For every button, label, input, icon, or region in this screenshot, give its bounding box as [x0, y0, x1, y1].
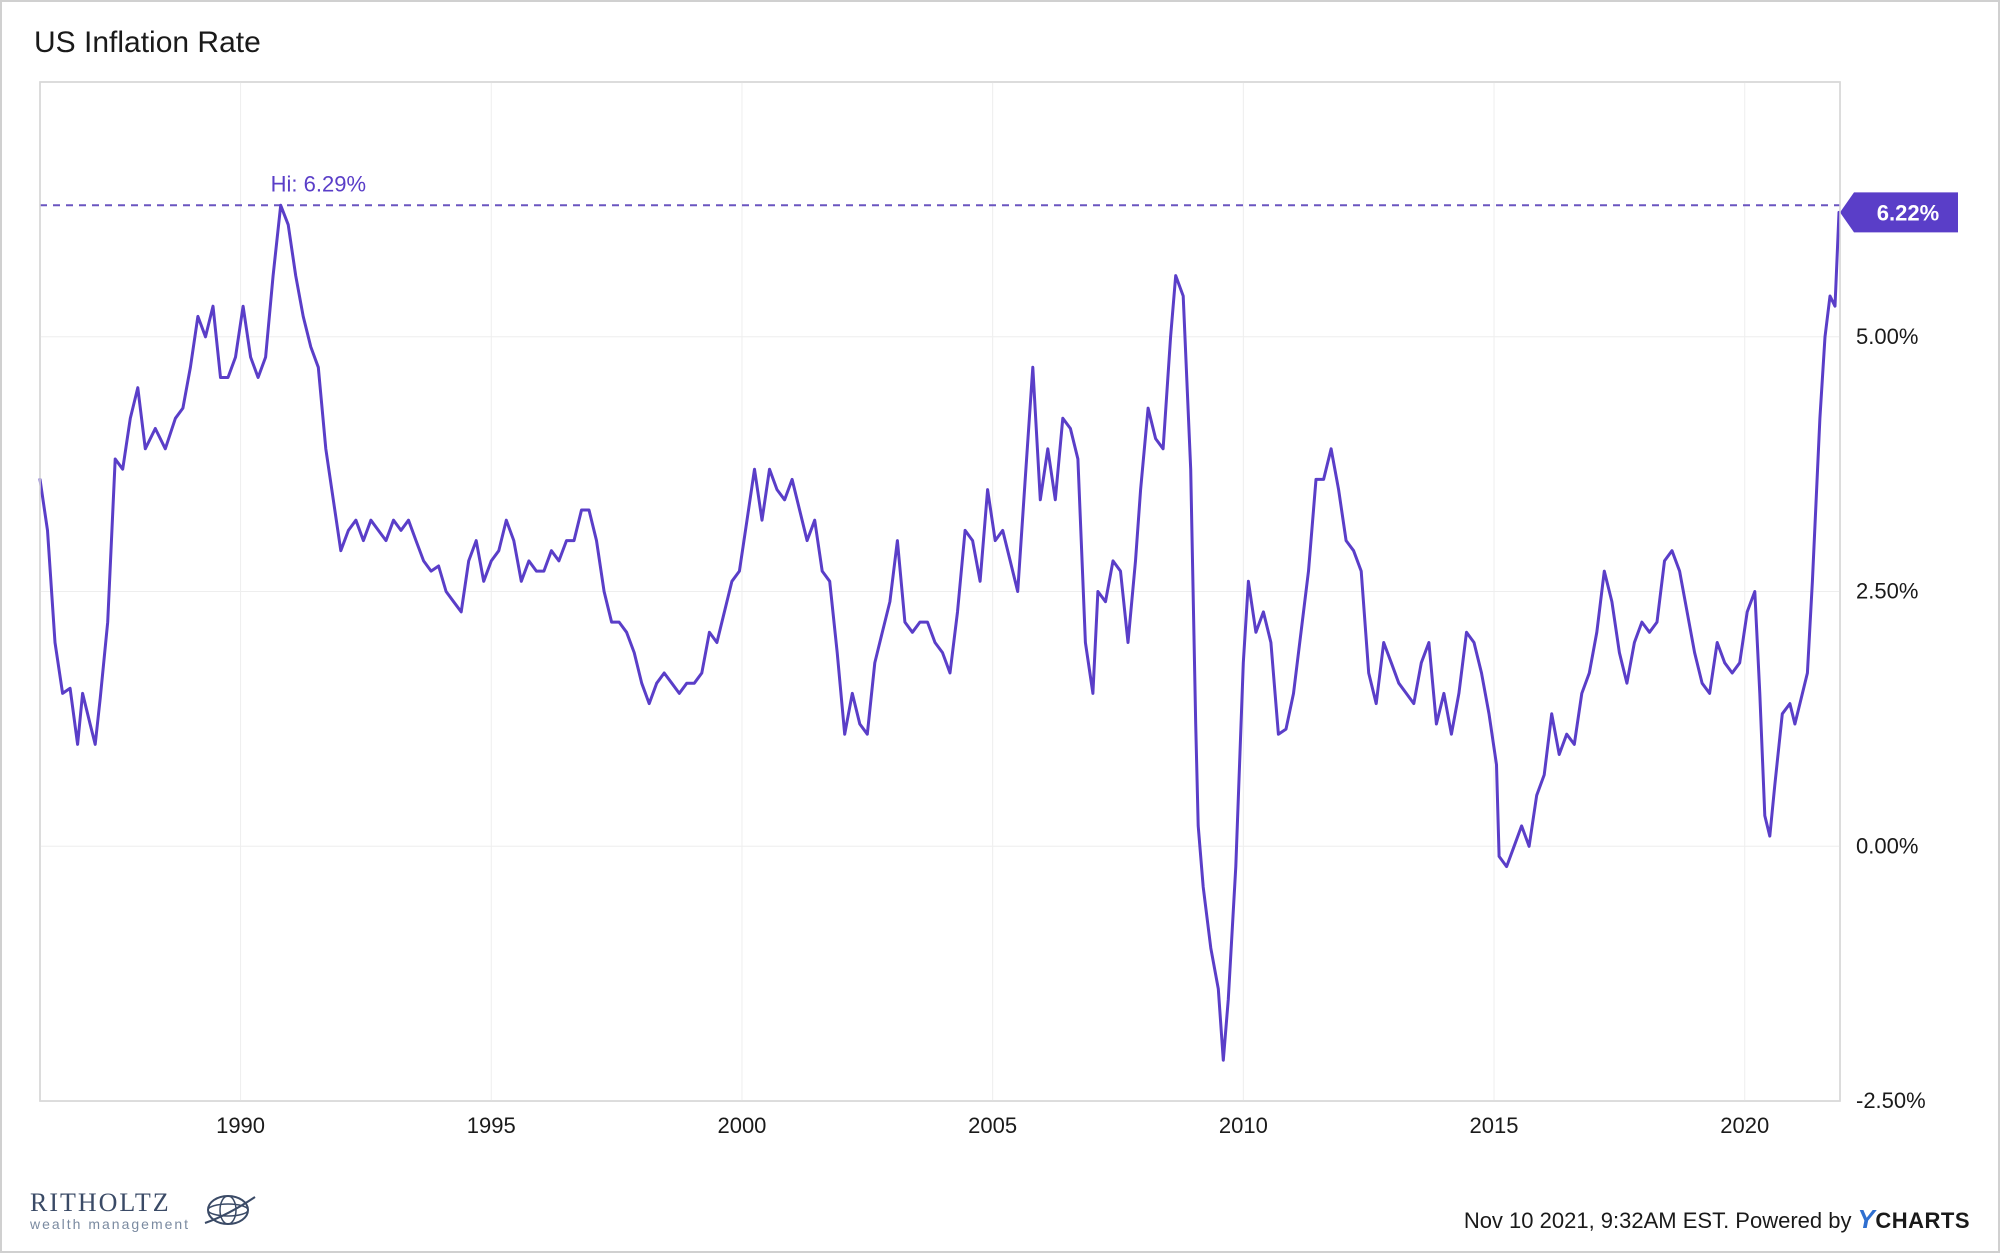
- ritholtz-logo: RITHOLTZ wealth management: [30, 1185, 260, 1235]
- svg-text:6.22%: 6.22%: [1877, 200, 1939, 225]
- ritholtz-globe-icon: [200, 1185, 260, 1235]
- svg-text:2015: 2015: [1470, 1113, 1519, 1138]
- line-chart-svg: Hi: 6.29% -2.50% 0.00% 2.50% 5.00% 1990 1995 20…: [30, 72, 1970, 1147]
- svg-text:2000: 2000: [717, 1113, 766, 1138]
- attribution: Nov 10 2021, 9:32AM EST. Powered by YCHA…: [1464, 1204, 1970, 1235]
- svg-text:Hi: 6.29%: Hi: 6.29%: [271, 171, 366, 196]
- svg-text:1990: 1990: [216, 1113, 265, 1138]
- svg-text:0.00%: 0.00%: [1856, 833, 1918, 858]
- svg-text:2.50%: 2.50%: [1856, 579, 1918, 604]
- svg-text:2020: 2020: [1720, 1113, 1769, 1138]
- svg-text:2005: 2005: [968, 1113, 1017, 1138]
- chart-frame: US Inflation Rate Hi: 6.29% -2.50% 0.00% 2.…: [0, 0, 2000, 1253]
- chart-title: US Inflation Rate: [34, 26, 1970, 60]
- chart-footer: RITHOLTZ wealth management Nov 10 2021, …: [30, 1147, 1970, 1235]
- timestamp-text: Nov 10 2021, 9:32AM EST. Powered by: [1464, 1208, 1852, 1234]
- ritholtz-brand-top: RITHOLTZ: [30, 1188, 190, 1218]
- plot-area: Hi: 6.29% -2.50% 0.00% 2.50% 5.00% 1990 1995 20…: [30, 72, 1970, 1147]
- ritholtz-brand-bottom: wealth management: [30, 1216, 190, 1232]
- svg-text:2010: 2010: [1219, 1113, 1268, 1138]
- ycharts-logo: YCHARTS: [1857, 1204, 1970, 1235]
- svg-text:-2.50%: -2.50%: [1856, 1088, 1926, 1113]
- svg-text:5.00%: 5.00%: [1856, 324, 1918, 349]
- svg-text:1995: 1995: [467, 1113, 516, 1138]
